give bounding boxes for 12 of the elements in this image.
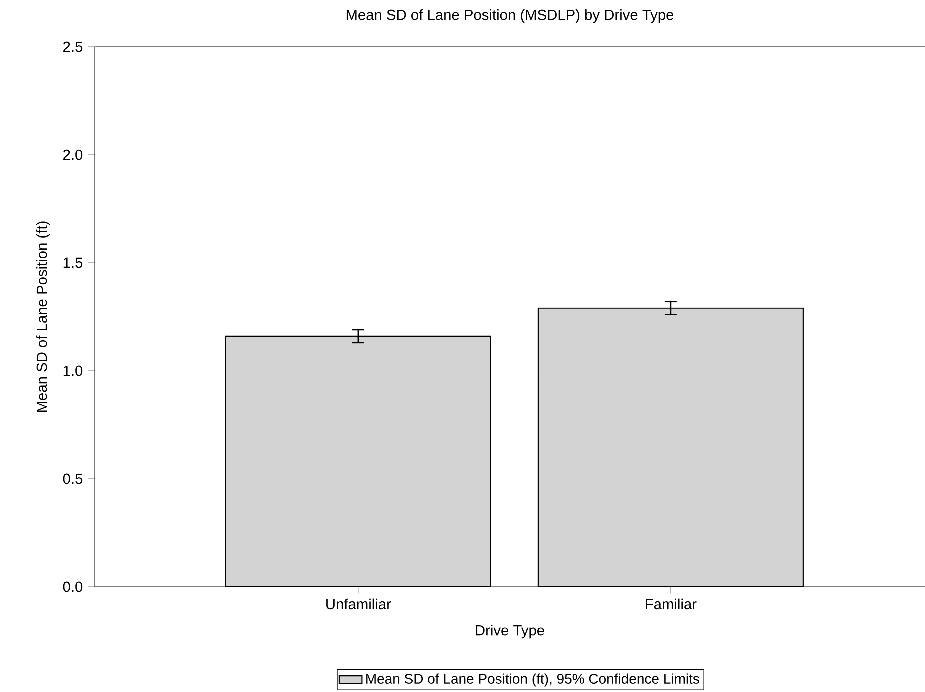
y-tick-label: 2.0 bbox=[64, 150, 83, 160]
y-tick-label: 1.5 bbox=[64, 258, 83, 268]
y-tick-label: 1.0 bbox=[64, 366, 83, 376]
legend-label: Mean SD of Lane Position (ft), 95% Confidence Limits bbox=[366, 674, 700, 687]
y-tick-label: 0.0 bbox=[63, 582, 83, 592]
x-tick-label: Familiar bbox=[646, 598, 697, 610]
x-tick-label: Unfamiliar bbox=[326, 598, 392, 610]
y-tick-label: 2.5 bbox=[64, 42, 83, 52]
y-axis-title: Mean SD of Lane Position (ft) bbox=[36, 222, 50, 412]
chart-title: Mean SD of Lane Position (MSDLP) by Drive Type bbox=[346, 10, 674, 24]
y-tick-label: 0.5 bbox=[63, 474, 83, 484]
x-axis-title: Drive Type bbox=[476, 624, 544, 639]
